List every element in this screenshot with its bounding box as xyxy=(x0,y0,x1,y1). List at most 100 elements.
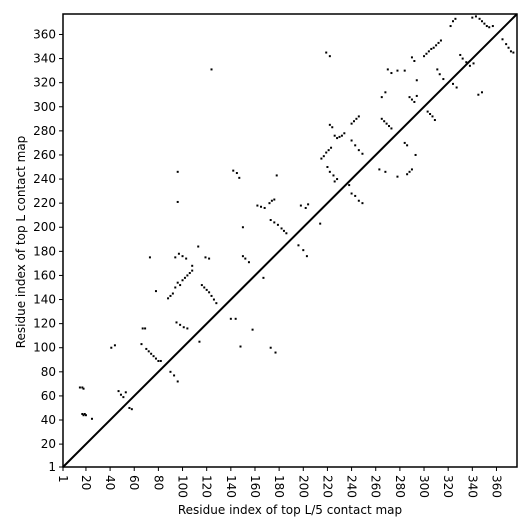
contact-point xyxy=(427,50,430,53)
contact-point xyxy=(332,174,335,177)
contact-point xyxy=(174,286,177,289)
contact-point xyxy=(148,256,151,259)
contact-point xyxy=(325,51,328,54)
contact-point xyxy=(191,269,194,272)
contact-point xyxy=(454,17,457,20)
contact-point xyxy=(188,272,191,275)
contact-point xyxy=(282,229,285,232)
contact-point xyxy=(352,120,355,123)
contact-point xyxy=(208,257,211,260)
contact-point xyxy=(176,281,179,284)
y-axis-label: Residue index of top L contact map xyxy=(14,136,28,349)
contact-point xyxy=(328,170,331,173)
x-tick-label: 280 xyxy=(393,475,407,498)
contact-point xyxy=(384,91,387,94)
contact-point xyxy=(82,387,85,390)
x-tick-label: 300 xyxy=(417,475,431,498)
contact-point xyxy=(210,294,213,297)
contact-point xyxy=(299,204,302,207)
x-tick-label: 260 xyxy=(369,475,383,498)
contact-point xyxy=(198,340,201,343)
contact-point xyxy=(414,153,417,156)
contact-point xyxy=(305,255,308,258)
contact-point xyxy=(437,41,440,44)
contact-point xyxy=(175,321,178,324)
contact-point xyxy=(141,327,144,330)
contact-point xyxy=(235,172,238,175)
contact-point xyxy=(438,73,441,76)
x-tick-label: 140 xyxy=(224,475,238,498)
contact-point xyxy=(357,149,360,152)
y-tick-label: 1 xyxy=(48,460,56,474)
contact-point xyxy=(110,346,113,349)
contact-point xyxy=(396,69,399,72)
x-tick-label: 240 xyxy=(345,475,359,498)
contact-point xyxy=(167,297,170,300)
x-tick-label: 1 xyxy=(56,475,70,483)
y-tick-label: 200 xyxy=(33,220,56,234)
contact-point xyxy=(361,202,364,205)
contact-point xyxy=(273,198,276,201)
contact-point xyxy=(461,57,464,60)
contact-point xyxy=(90,417,93,420)
contact-point xyxy=(449,25,452,28)
y-tick-label: 40 xyxy=(41,413,56,427)
contact-point xyxy=(186,327,189,330)
contact-point xyxy=(410,98,413,101)
contact-point xyxy=(208,291,211,294)
contact-point xyxy=(415,79,418,82)
contact-point xyxy=(406,144,409,147)
contact-point xyxy=(354,144,357,147)
contact-point xyxy=(436,68,439,71)
contact-point xyxy=(78,386,81,389)
y-tick-label: 280 xyxy=(33,124,56,138)
contact-point xyxy=(157,359,160,362)
contact-point xyxy=(350,139,353,142)
contact-point xyxy=(465,61,468,64)
contact-point xyxy=(425,52,428,55)
contact-point xyxy=(380,96,383,99)
contact-point xyxy=(81,412,84,415)
contact-point xyxy=(452,20,455,23)
contact-point xyxy=(119,393,122,396)
contact-point xyxy=(340,134,343,137)
contact-point xyxy=(269,219,272,222)
contact-point xyxy=(241,255,244,258)
contact-point xyxy=(145,347,148,350)
contact-point xyxy=(322,155,325,158)
contact-point xyxy=(154,357,157,360)
y-tick-label: 120 xyxy=(33,317,56,331)
y-tick-label: 160 xyxy=(33,268,56,282)
y-tick-label: 300 xyxy=(33,100,56,114)
contact-point xyxy=(140,343,143,346)
contact-point xyxy=(410,168,413,171)
contact-point xyxy=(336,137,339,140)
y-tick-label: 60 xyxy=(41,389,56,403)
contact-point xyxy=(159,359,162,362)
x-tick-label: 60 xyxy=(127,475,141,490)
contact-point xyxy=(274,351,277,354)
contact-point xyxy=(354,194,357,197)
contact-point xyxy=(326,166,329,169)
contact-point xyxy=(174,256,177,259)
contact-point xyxy=(509,50,512,53)
contact-point xyxy=(474,15,477,18)
contact-point xyxy=(385,122,388,125)
contact-point xyxy=(241,226,244,229)
contact-point xyxy=(197,245,200,248)
y-tick-label: 360 xyxy=(33,27,56,41)
contact-point xyxy=(357,199,360,202)
contact-point xyxy=(483,22,486,25)
contact-point xyxy=(333,134,336,137)
contact-point xyxy=(328,55,331,58)
x-tick-label: 220 xyxy=(320,475,334,498)
contact-point xyxy=(171,292,174,295)
contact-point xyxy=(410,56,413,59)
contact-point xyxy=(408,170,411,173)
contact-point xyxy=(117,390,120,393)
contact-point xyxy=(128,406,131,409)
contact-point xyxy=(81,386,84,389)
contact-point xyxy=(468,64,471,67)
contact-point xyxy=(280,227,283,230)
contact-point xyxy=(244,257,247,260)
